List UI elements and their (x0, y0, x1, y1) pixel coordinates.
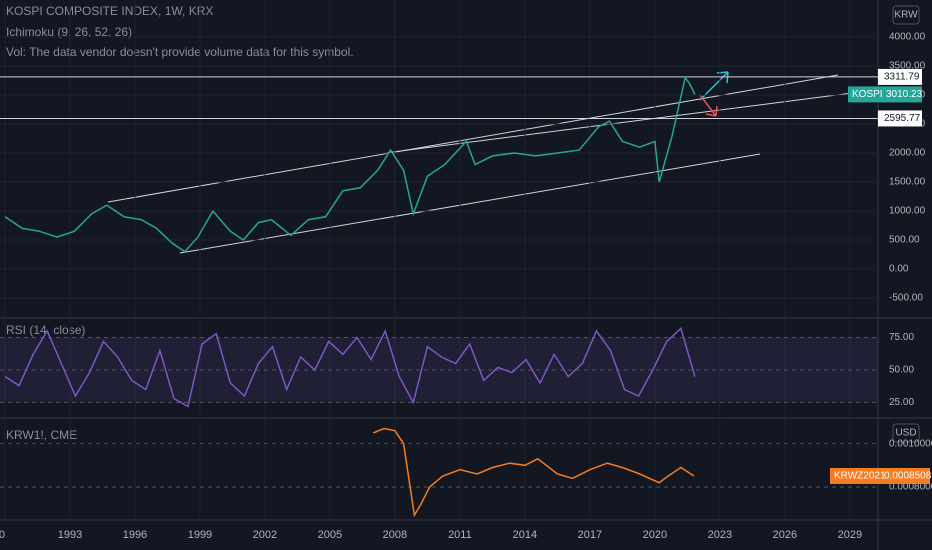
x-tick-label: 2005 (318, 529, 342, 541)
currency-badge[interactable] (892, 423, 920, 443)
x-tick-label: 1996 (123, 529, 147, 541)
channel-line (107, 74, 839, 203)
y-tick-label: 4000.00 (889, 32, 926, 43)
y-tick-label: 3500.00 (889, 61, 926, 72)
level-label: 2595.77 (884, 113, 921, 124)
chart-title: KOSPI COMPOSITE INDEX, 1W, KRX (6, 4, 213, 18)
y-tick-label: 75.00 (889, 332, 914, 343)
y-tick-label: 1000.00 (889, 206, 926, 217)
last-price-box (848, 86, 922, 103)
y-tick-label: 0.0008000 (889, 482, 932, 493)
x-tick-label: 90 (0, 529, 5, 541)
series-line (4, 75, 696, 253)
y-tick-label: 500.00 (889, 235, 920, 246)
y-tick-label: 25.00 (889, 397, 914, 408)
currency-badge[interactable] (892, 5, 920, 25)
symbol-label: KRW1!, CME (6, 428, 77, 442)
x-tick-label: 2011 (448, 529, 472, 541)
x-tick-label: 2017 (578, 529, 602, 541)
y-tick-label: -500.00 (889, 293, 923, 304)
y-tick-label: 0.00 (889, 264, 909, 275)
x-tick-label: 1999 (188, 529, 212, 541)
level-label-box (878, 68, 922, 85)
x-tick-label: 2029 (838, 529, 862, 541)
last-price-box (830, 467, 930, 484)
last-price-value: 3010.23 (886, 89, 923, 100)
y-tick-label: 50.00 (889, 365, 914, 376)
level-label: 3311.79 (884, 72, 920, 83)
y-tick-label: 1500.00 (889, 177, 926, 188)
currency-badge-text: KRW (894, 10, 918, 21)
y-tick-label: 0.0010000 (889, 438, 932, 449)
series-line (4, 327, 696, 408)
arrow-down (699, 94, 718, 117)
y-tick-label: 2000.00 (889, 148, 926, 159)
currency-badge-text: USD (895, 428, 916, 439)
last-price-symbol: KRWZ2021 (834, 471, 886, 482)
channel-line (179, 153, 761, 254)
last-price-value: 0.0008508 (884, 471, 932, 482)
x-tick-label: 2020 (643, 529, 667, 541)
x-tick-label: 2026 (773, 529, 797, 541)
x-tick-label: 1993 (58, 529, 82, 541)
volume-note: Vol: The data vendor doesn't provide vol… (6, 45, 354, 59)
x-tick-label: 2008 (383, 529, 407, 541)
last-price-symbol: KOSPI (852, 89, 883, 100)
indicator-label: RSI (14, close) (6, 323, 85, 337)
x-tick-label: 2014 (513, 529, 537, 541)
series-line (373, 427, 695, 518)
level-label-box (878, 110, 922, 127)
indicator-label: Ichimoku (9, 26, 52, 26) (6, 25, 132, 39)
x-tick-label: 2023 (708, 529, 732, 541)
x-tick-label: 2002 (253, 529, 277, 541)
